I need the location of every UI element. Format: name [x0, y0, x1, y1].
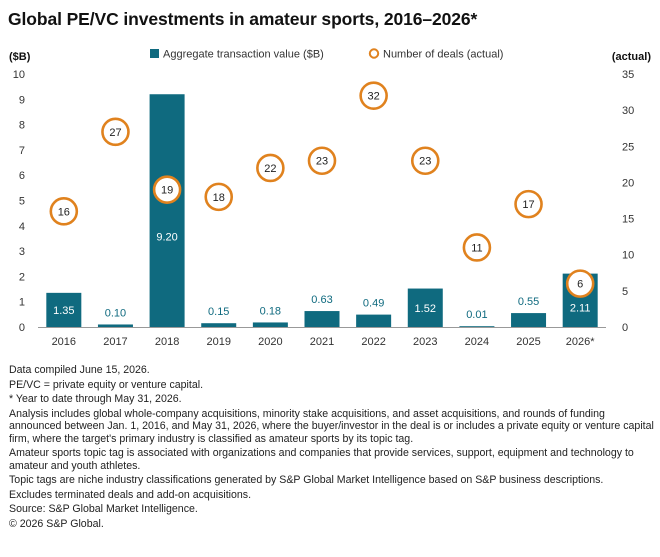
y2-tick-label: 10	[622, 250, 634, 262]
footnotes: Data compiled June 15, 2026. PE/VC = priv…	[9, 364, 654, 533]
deal-count-label: 17	[522, 199, 534, 211]
y-tick-label: 8	[19, 120, 25, 132]
deal-count-label: 32	[368, 91, 380, 103]
y-tick-label: 7	[19, 145, 25, 157]
legend-bar-swatch	[150, 49, 159, 58]
y-tick-label: 3	[19, 246, 25, 258]
bar	[97, 324, 133, 327]
x-tick-label: 2021	[310, 336, 334, 348]
footnote: Topic tags are niche industry classifica…	[9, 474, 604, 487]
bar	[356, 314, 392, 327]
y-tick-label: 0	[19, 322, 25, 334]
footnote: © 2026 S&P Global.	[9, 517, 104, 530]
x-tick-label: 2019	[206, 336, 230, 348]
deal-count-bubble	[49, 197, 79, 226]
y2-tick-label: 0	[622, 322, 628, 334]
deal-count-label: 27	[109, 127, 121, 139]
bar-value-label: 0.55	[518, 296, 539, 308]
y2-tick-label: 15	[622, 214, 634, 226]
bar-value-label: 0.49	[363, 298, 384, 310]
y-tick-label: 6	[19, 170, 25, 182]
bar-value-label: 1.52	[415, 303, 436, 315]
y2-tick-label: 25	[622, 141, 634, 153]
chart: Aggregate transaction value ($B) Number o…	[9, 48, 651, 348]
chart-title: Global PE/VC investments in amateur spor…	[8, 9, 478, 29]
bar	[407, 288, 443, 327]
bar-value-label: 2.11	[570, 302, 591, 314]
deal-count-label: 6	[577, 279, 583, 291]
x-tick-label: 2017	[103, 336, 127, 348]
bar-value-label: 0.15	[208, 306, 229, 318]
bar	[252, 322, 288, 327]
footnote: * Year to date through May 31, 2026.	[9, 393, 182, 406]
bar	[201, 323, 237, 327]
x-tick-label: 2025	[516, 336, 540, 348]
bar	[511, 313, 547, 327]
bar-series: 1.35 0.10 9.20 0.15 0.18 0.63 0.49 1.52 0.01 0.55…	[46, 94, 598, 327]
deal-count-bubble	[101, 117, 130, 147]
deal-count-label: 23	[316, 156, 328, 168]
deal-count-bubble	[462, 233, 492, 262]
footnote: Source: S&P Global Market Intelligence.	[9, 503, 198, 516]
deal-count-label: 16	[58, 206, 70, 218]
y2-axis-label: (actual)	[612, 51, 651, 63]
y-tick-label: 10	[13, 69, 25, 81]
legend: Aggregate transaction value ($B) Number o…	[150, 48, 503, 61]
deal-count-bubble	[359, 81, 388, 110]
x-tick-label: 2020	[258, 336, 282, 348]
y-tick-label: 9	[19, 94, 25, 106]
deal-count-bubble	[152, 175, 182, 204]
bar-value-label: 9.20	[156, 232, 177, 244]
bar-value-label: 0.63	[311, 294, 332, 306]
deal-count-bubble	[307, 146, 337, 176]
x-tick-label: 2024	[465, 336, 489, 348]
bar-value-label: 0.18	[260, 305, 281, 317]
bar	[459, 326, 495, 327]
y2-tick-label: 30	[622, 105, 634, 117]
y-tick-label: 2	[19, 271, 25, 283]
y2-tick-label: 35	[622, 69, 634, 81]
footnote: Excludes terminated deals and add-on acq…	[9, 488, 252, 501]
footnote: PE/VC = private equity or venture capita…	[9, 378, 204, 391]
deal-count-label: 18	[213, 192, 225, 204]
deal-count-bubble	[514, 189, 543, 219]
bar	[304, 311, 340, 327]
deal-count-label: 19	[161, 185, 173, 197]
bar-value-label: 1.35	[53, 305, 74, 317]
deal-count-label: 23	[419, 156, 431, 168]
y-tick-label: 4	[19, 221, 25, 233]
deal-count-label: 11	[471, 242, 482, 254]
x-tick-label: 2016	[52, 336, 76, 348]
legend-deals-label: Number of deals (actual)	[383, 49, 503, 61]
bar-value-label: 0.10	[105, 307, 126, 319]
footnote: Amateur sports topic tag is associated w…	[9, 447, 634, 472]
deal-count-bubble	[565, 269, 595, 298]
deal-count-bubble	[204, 182, 234, 212]
y2-tick-label: 5	[622, 286, 628, 298]
y-tick-label: 1	[19, 297, 25, 309]
x-tick-label: 2018	[155, 336, 179, 348]
y-axis-label: ($B)	[9, 51, 31, 63]
deal-count-series: 16 27 19 18 22 23 32 23 11 17 6	[49, 81, 595, 298]
legend-bar-label: Aggregate transaction value ($B)	[163, 49, 324, 61]
x-tick-label: 2022	[361, 336, 385, 348]
x-tick-label: 2023	[413, 336, 437, 348]
footnote: Data compiled June 15, 2026.	[9, 364, 150, 376]
bar-value-label: 0.01	[466, 309, 487, 321]
footnote: Analysis includes global whole-company a…	[9, 407, 654, 445]
bar	[46, 292, 82, 327]
deal-count-bubble	[256, 153, 285, 183]
y-tick-label: 5	[19, 196, 25, 208]
deal-count-label: 22	[264, 163, 276, 175]
deal-count-bubble	[410, 146, 440, 176]
legend-deals-swatch	[368, 48, 380, 59]
axes: ($B) (actual)0123456789100510152025303520…	[9, 51, 651, 348]
y2-tick-label: 20	[622, 177, 634, 189]
x-tick-label: 2026*	[566, 336, 595, 348]
bar	[149, 94, 185, 327]
